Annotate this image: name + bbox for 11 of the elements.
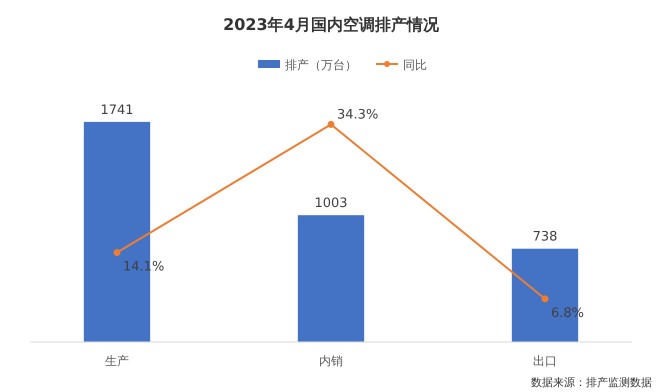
source-note: 数据来源：排产监测数据 [531,376,652,389]
legend-label: 同比 [403,58,427,72]
data-label: 34.3% [337,107,378,122]
x-tick-label: 生产 [105,354,129,368]
x-tick-label: 出口 [533,354,557,368]
legend-label: 排产（万台） [285,58,357,72]
chart-title: 2023年4月国内空调排产情况 [223,15,440,34]
x-tick-label: 内销 [319,354,343,368]
data-label: 738 [532,230,558,245]
data-label: 1003 [314,196,348,212]
data-label: 1741 [100,102,134,118]
